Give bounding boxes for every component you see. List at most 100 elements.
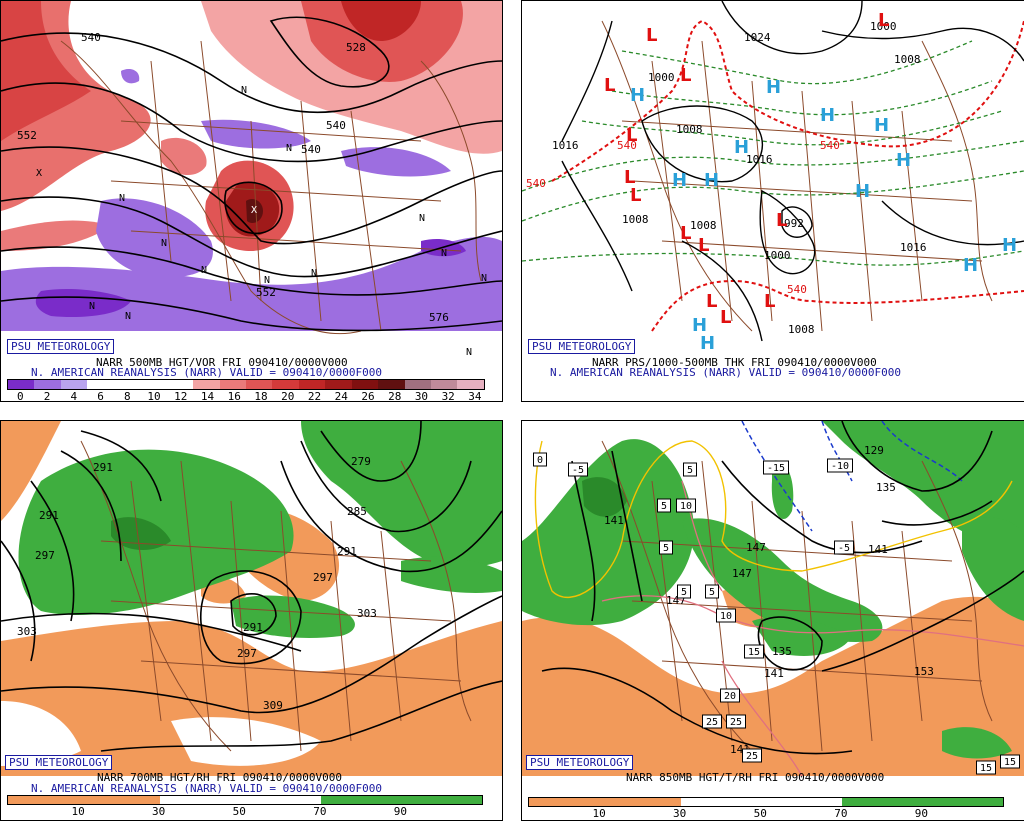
colorbar-segment bbox=[219, 380, 246, 389]
panel-subtitle: N. AMERICAN REANALYSIS (NARR) VALID = 09… bbox=[31, 782, 382, 795]
low-pressure-marker: L bbox=[604, 75, 615, 96]
colorbar-segment bbox=[140, 380, 167, 389]
vort-min-marker: N bbox=[419, 213, 425, 224]
temp-box-group: 0 -5 5 5 -15 -10 -5 10 5 5 5 10 15 20 25 25 25 15 15 bbox=[533, 452, 1020, 775]
panel-500mb-vorticity: 540 528 552 540 540 552 576 N N N N N N … bbox=[0, 0, 503, 402]
height-contour-label: 291 bbox=[39, 509, 59, 522]
colorbar-label: 2 bbox=[43, 390, 51, 402]
low-pressure-marker: L bbox=[720, 307, 731, 328]
height-contour-label: 297 bbox=[237, 647, 257, 660]
psu-meteorology-badge: PSU METEOROLOGY bbox=[528, 339, 636, 354]
temp-box-label: 10 bbox=[680, 501, 692, 512]
vort-min-marker: N bbox=[286, 143, 292, 154]
high-pressure-marker: H bbox=[820, 105, 835, 126]
rh-colorbar bbox=[528, 797, 1004, 807]
panel-subtitle: N. AMERICAN REANALYSIS (NARR) VALID = 09… bbox=[550, 366, 901, 379]
isobar-label: 1024 bbox=[744, 31, 771, 44]
high-pressure-marker: H bbox=[630, 85, 645, 106]
height-contour-label: 153 bbox=[914, 665, 934, 678]
high-pressure-marker: H bbox=[692, 315, 707, 336]
isobar-label: 1000 bbox=[648, 71, 675, 84]
panel-title: NARR 500MB HGT/VOR FRI 090410/0000V000 bbox=[96, 356, 348, 369]
height-contour-label: 279 bbox=[351, 455, 371, 468]
height-contour-label: 135 bbox=[772, 645, 792, 658]
colorbar-label: 70 bbox=[313, 805, 327, 818]
height-contour-label: 147 bbox=[732, 567, 752, 580]
vort-min-marker: N bbox=[125, 311, 131, 322]
temp-box-label: 5 bbox=[687, 465, 693, 476]
colorbar-label: 10 bbox=[592, 807, 606, 820]
low-pressure-marker: L bbox=[626, 125, 637, 146]
rh-colorbar-labels: 10 30 50 70 90 bbox=[7, 805, 481, 818]
colorbar-segment bbox=[680, 798, 762, 806]
temp-box bbox=[676, 498, 696, 513]
rh-colorbar bbox=[7, 795, 483, 805]
colorbar-segment bbox=[60, 380, 88, 389]
colorbar-segment bbox=[320, 796, 482, 804]
vort-max-marker: X bbox=[36, 168, 42, 179]
colorbar-segment bbox=[87, 380, 114, 389]
temp-box-label: 5 bbox=[709, 587, 715, 598]
temp-box-label: 25 bbox=[746, 751, 758, 762]
colorbar-segment bbox=[272, 380, 299, 389]
isobar-label: 992 bbox=[784, 217, 804, 230]
temp-box-label: 5 bbox=[663, 543, 669, 554]
low-pressure-marker: L bbox=[706, 291, 717, 312]
pressure-thickness-map: 1024 1000 1008 1000 1016 1008 1016 1008 … bbox=[522, 1, 1024, 359]
temp-box-label: -5 bbox=[838, 543, 850, 554]
low-pressure-marker: L bbox=[646, 25, 657, 46]
temp-box bbox=[827, 458, 853, 473]
temp-box bbox=[744, 644, 764, 659]
contour-label: 552 bbox=[256, 286, 276, 299]
isobar-label: 1008 bbox=[690, 219, 717, 232]
height-contour-label: 303 bbox=[357, 607, 377, 620]
colorbar-label: 20 bbox=[281, 390, 295, 402]
low-pressure-marker: L bbox=[698, 235, 709, 256]
colorbar-segment bbox=[113, 380, 141, 389]
isobar-label: 1000 bbox=[764, 249, 791, 262]
colorbar-label: 32 bbox=[441, 390, 455, 402]
colorbar-segment bbox=[841, 798, 1003, 806]
temp-box-label: 10 bbox=[720, 611, 732, 622]
colorbar-label: 30 bbox=[673, 807, 687, 820]
height-contour-label: 141 bbox=[868, 543, 888, 556]
temp-box bbox=[834, 540, 854, 555]
colorbar-label: 14 bbox=[200, 390, 215, 402]
psu-meteorology-badge: PSU METEOROLOGY bbox=[526, 755, 634, 770]
high-pressure-marker: H bbox=[874, 115, 889, 136]
vort-min-marker: N bbox=[466, 347, 472, 358]
low-pressure-marker: L bbox=[764, 291, 775, 312]
height-contour-label: 291 bbox=[93, 461, 113, 474]
temp-box-label: 15 bbox=[980, 763, 992, 774]
colorbar-label: 90 bbox=[393, 805, 408, 818]
colorbar-label: 10 bbox=[147, 390, 161, 402]
contour-label: 552 bbox=[17, 129, 37, 142]
colorbar-segment bbox=[8, 380, 35, 389]
rh700-map: 291 291 297 279 285 291 297 303 303 291 … bbox=[1, 421, 502, 776]
temp-box-label: 0 bbox=[537, 455, 543, 466]
isobar-label: 1016 bbox=[746, 153, 773, 166]
vorticity-colorbar-labels: 0 2 4 6 8 10 12 14 16 18 20 22 24 26 28 30 32 34 bbox=[7, 390, 483, 402]
colorbar-segment bbox=[431, 380, 458, 389]
colorbar-label: 30 bbox=[414, 390, 429, 402]
temp-box-label: 25 bbox=[706, 717, 718, 728]
rh-colorbar-labels: 10 30 50 70 90 bbox=[528, 807, 1002, 820]
vort-min-marker: N bbox=[264, 275, 270, 286]
height-contour-label: 297 bbox=[313, 571, 333, 584]
high-pressure-marker: H bbox=[963, 255, 978, 276]
contour-label: 540 bbox=[326, 119, 346, 132]
colorbar-segment bbox=[83, 796, 160, 804]
temp-box bbox=[568, 462, 588, 477]
low-pressure-marker: L bbox=[776, 210, 787, 231]
colorbar-label: 24 bbox=[334, 390, 348, 402]
colorbar-label: 34 bbox=[468, 390, 482, 402]
high-pressure-marker: H bbox=[704, 170, 719, 191]
temp-box bbox=[716, 608, 736, 623]
temp-box-label: -5 bbox=[572, 465, 584, 476]
colorbar-label: 70 bbox=[834, 807, 848, 820]
panel-title: NARR 850MB HGT/T/RH FRI 090410/0000V000 bbox=[626, 771, 885, 784]
temp-box bbox=[763, 460, 789, 475]
colorbar-label: 16 bbox=[227, 390, 241, 402]
contour-label: 528 bbox=[346, 41, 366, 54]
height-contour-label: 147 bbox=[746, 541, 766, 554]
